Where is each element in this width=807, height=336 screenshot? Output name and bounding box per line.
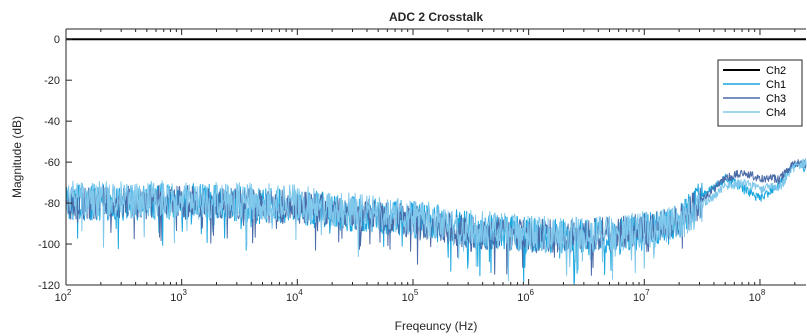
series-line-ch4	[65, 158, 807, 282]
y-tick-label: -60	[44, 157, 60, 169]
x-tick-exponent: 3	[183, 288, 188, 297]
axes-layer	[65, 28, 806, 286]
x-tick-exponent: 6	[530, 288, 535, 297]
y-tick-label: -40	[44, 116, 60, 128]
plot-background	[66, 29, 806, 285]
x-tick-base: 10	[749, 292, 761, 304]
legend-label-ch4: Ch4	[766, 107, 786, 119]
x-tick-base: 10	[55, 292, 67, 304]
legend: Ch2 Ch1 Ch3 Ch4	[717, 59, 803, 127]
legend-label-ch3: Ch3	[766, 93, 786, 105]
x-tick-label: 106	[517, 288, 534, 304]
x-tick-exponent: 7	[645, 288, 650, 297]
legend-label-ch1: Ch1	[766, 79, 786, 91]
y-tick-label: -80	[44, 198, 60, 210]
y-tick-label: -120	[38, 280, 60, 292]
x-tick-exponent: 5	[414, 288, 419, 297]
x-tick-exponent: 2	[67, 288, 72, 297]
x-tick-label: 102	[55, 288, 72, 304]
ticks-layer: 102 103 104 105 106 107 1080-20-40-60-80-100-1…	[38, 29, 796, 304]
series-layer	[65, 38, 807, 286]
x-tick-exponent: 8	[761, 288, 766, 297]
y-tick-label: -20	[44, 75, 60, 87]
x-tick-label: 108	[749, 288, 766, 304]
x-tick-label: 103	[170, 288, 187, 304]
x-tick-exponent: 4	[298, 288, 303, 297]
y-axis-label: Magnitude (dB)	[10, 116, 24, 198]
x-tick-label: 104	[286, 288, 303, 304]
x-tick-base: 10	[633, 292, 645, 304]
x-tick-base: 10	[286, 292, 298, 304]
chart-title: ADC 2 Crosstalk	[389, 10, 483, 24]
x-tick-base: 10	[402, 292, 414, 304]
x-tick-label: 105	[402, 288, 419, 304]
x-axis-label: Freqeuncy (Hz)	[395, 319, 478, 333]
y-tick-label: -100	[38, 239, 60, 251]
y-tick-label: 0	[54, 34, 60, 46]
x-tick-label: 107	[633, 288, 650, 304]
x-tick-base: 10	[170, 292, 182, 304]
legend-label-ch2: Ch2	[766, 65, 786, 77]
x-tick-base: 10	[517, 292, 529, 304]
